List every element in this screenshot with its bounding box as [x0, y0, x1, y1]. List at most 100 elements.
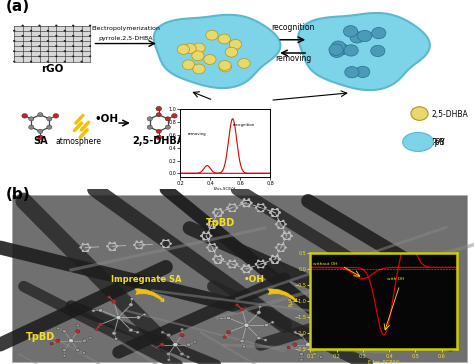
- Circle shape: [162, 239, 165, 241]
- Circle shape: [284, 223, 287, 225]
- Circle shape: [278, 258, 281, 260]
- Circle shape: [81, 60, 83, 63]
- Circle shape: [167, 239, 170, 241]
- Circle shape: [86, 243, 89, 245]
- Circle shape: [243, 205, 246, 207]
- Circle shape: [226, 207, 229, 209]
- Circle shape: [313, 333, 317, 337]
- Circle shape: [227, 316, 231, 320]
- X-axis label: E/vs.SCE/V: E/vs.SCE/V: [214, 187, 236, 191]
- Circle shape: [162, 246, 165, 248]
- Circle shape: [76, 324, 80, 327]
- Circle shape: [213, 220, 216, 222]
- Circle shape: [21, 45, 24, 47]
- Circle shape: [335, 44, 349, 55]
- Text: 2,5-DHBA: 2,5-DHBA: [133, 136, 185, 146]
- Circle shape: [209, 226, 211, 229]
- Circle shape: [282, 243, 284, 245]
- Circle shape: [167, 359, 171, 361]
- Text: removing: removing: [187, 132, 206, 136]
- Circle shape: [214, 208, 217, 210]
- Circle shape: [356, 66, 370, 78]
- Circle shape: [214, 208, 217, 210]
- Circle shape: [300, 333, 304, 337]
- Circle shape: [350, 327, 354, 330]
- Circle shape: [156, 135, 162, 140]
- Circle shape: [396, 335, 400, 337]
- Circle shape: [116, 315, 121, 320]
- Circle shape: [47, 60, 49, 63]
- Circle shape: [233, 203, 236, 205]
- FancyBboxPatch shape: [14, 25, 90, 62]
- Circle shape: [276, 261, 279, 264]
- Circle shape: [13, 40, 16, 42]
- Circle shape: [226, 263, 229, 265]
- Circle shape: [294, 331, 297, 334]
- Circle shape: [346, 332, 349, 335]
- Circle shape: [206, 246, 209, 249]
- Circle shape: [225, 47, 237, 57]
- Circle shape: [56, 339, 60, 343]
- Text: TpB: TpB: [431, 138, 446, 147]
- Circle shape: [276, 255, 279, 257]
- Circle shape: [180, 352, 184, 356]
- Circle shape: [243, 264, 246, 266]
- Circle shape: [250, 268, 253, 270]
- Circle shape: [30, 40, 32, 42]
- Circle shape: [283, 238, 286, 240]
- Circle shape: [82, 250, 84, 252]
- Circle shape: [89, 45, 91, 47]
- Circle shape: [202, 238, 205, 240]
- Circle shape: [86, 250, 89, 252]
- Circle shape: [216, 246, 218, 249]
- Circle shape: [221, 258, 224, 260]
- Circle shape: [240, 339, 244, 343]
- Circle shape: [264, 324, 268, 327]
- Circle shape: [233, 210, 236, 212]
- Text: •OH: •OH: [95, 114, 118, 124]
- Circle shape: [380, 332, 384, 336]
- Circle shape: [165, 117, 171, 121]
- Circle shape: [209, 243, 211, 245]
- Circle shape: [269, 258, 272, 260]
- Circle shape: [21, 55, 24, 57]
- Circle shape: [269, 211, 272, 214]
- Circle shape: [47, 125, 52, 129]
- Circle shape: [108, 296, 111, 298]
- Circle shape: [271, 261, 274, 264]
- Circle shape: [247, 264, 250, 266]
- Y-axis label: I/μA: I/μA: [288, 296, 293, 306]
- Circle shape: [165, 125, 171, 129]
- Circle shape: [219, 60, 231, 70]
- Circle shape: [212, 258, 215, 260]
- Circle shape: [243, 264, 246, 266]
- Circle shape: [72, 45, 74, 47]
- Circle shape: [313, 352, 317, 356]
- Text: TpBD: TpBD: [206, 218, 236, 228]
- Text: 2,5-DHBA: 2,5-DHBA: [431, 110, 468, 119]
- Circle shape: [186, 356, 190, 358]
- Circle shape: [172, 114, 177, 118]
- Circle shape: [207, 238, 210, 240]
- Circle shape: [363, 304, 367, 307]
- Circle shape: [109, 249, 111, 251]
- Circle shape: [30, 60, 32, 63]
- Circle shape: [209, 220, 211, 222]
- Circle shape: [422, 341, 426, 344]
- Circle shape: [319, 343, 324, 346]
- Circle shape: [89, 55, 91, 57]
- Circle shape: [367, 319, 373, 324]
- Circle shape: [47, 40, 49, 42]
- Circle shape: [113, 242, 116, 244]
- Circle shape: [262, 260, 264, 262]
- Circle shape: [262, 266, 264, 269]
- Circle shape: [414, 331, 420, 335]
- Circle shape: [212, 258, 215, 260]
- Text: SA: SA: [33, 136, 47, 146]
- Circle shape: [50, 342, 54, 345]
- Circle shape: [112, 332, 116, 335]
- Circle shape: [156, 112, 162, 117]
- Circle shape: [38, 112, 43, 117]
- Circle shape: [282, 220, 284, 222]
- Circle shape: [271, 321, 274, 324]
